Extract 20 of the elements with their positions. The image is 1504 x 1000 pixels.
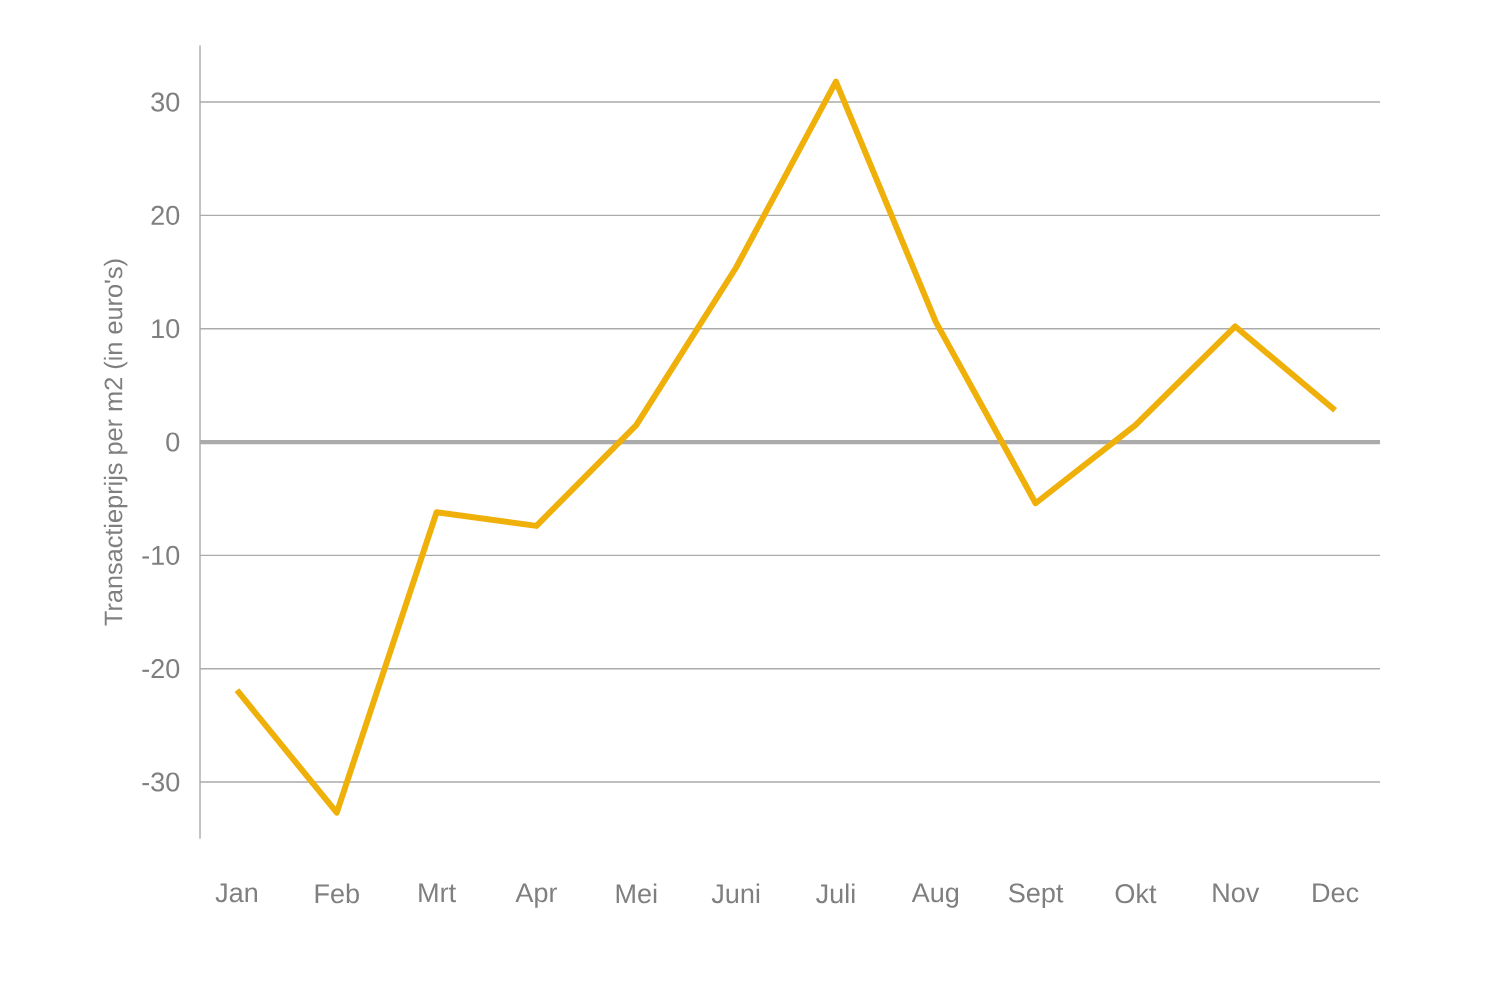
y-tick-label: 10 [152,319,180,339]
y-tick-label: 0 [166,432,180,452]
x-tick-label: Jan [215,883,257,903]
y-tick-label: -20 [142,659,180,679]
x-tick-label: Okt [1115,883,1157,904]
x-tick-label: Nov [1213,883,1260,903]
x-tick-label: Apr [515,883,558,908]
x-tick-label: Mei [616,883,657,904]
x-tick-label: Dec [1313,883,1359,903]
y-tick-label: 30 [151,92,180,112]
x-tick-label: Sept [1008,883,1064,908]
y-tick-label: 20 [151,205,180,225]
y-tick-label: -30 [142,772,180,792]
x-tick-label: Mrt [419,883,456,903]
y-tick-label: -10 [142,545,180,565]
y-axis-title: Transactieprijs per m2 (in euro's) [103,259,128,626]
x-tick-label: Feb [315,883,359,904]
x-tick-label: Juni [711,883,760,904]
x-tick-label: Juli [816,883,855,904]
x-tick-label: Aug [911,883,959,908]
